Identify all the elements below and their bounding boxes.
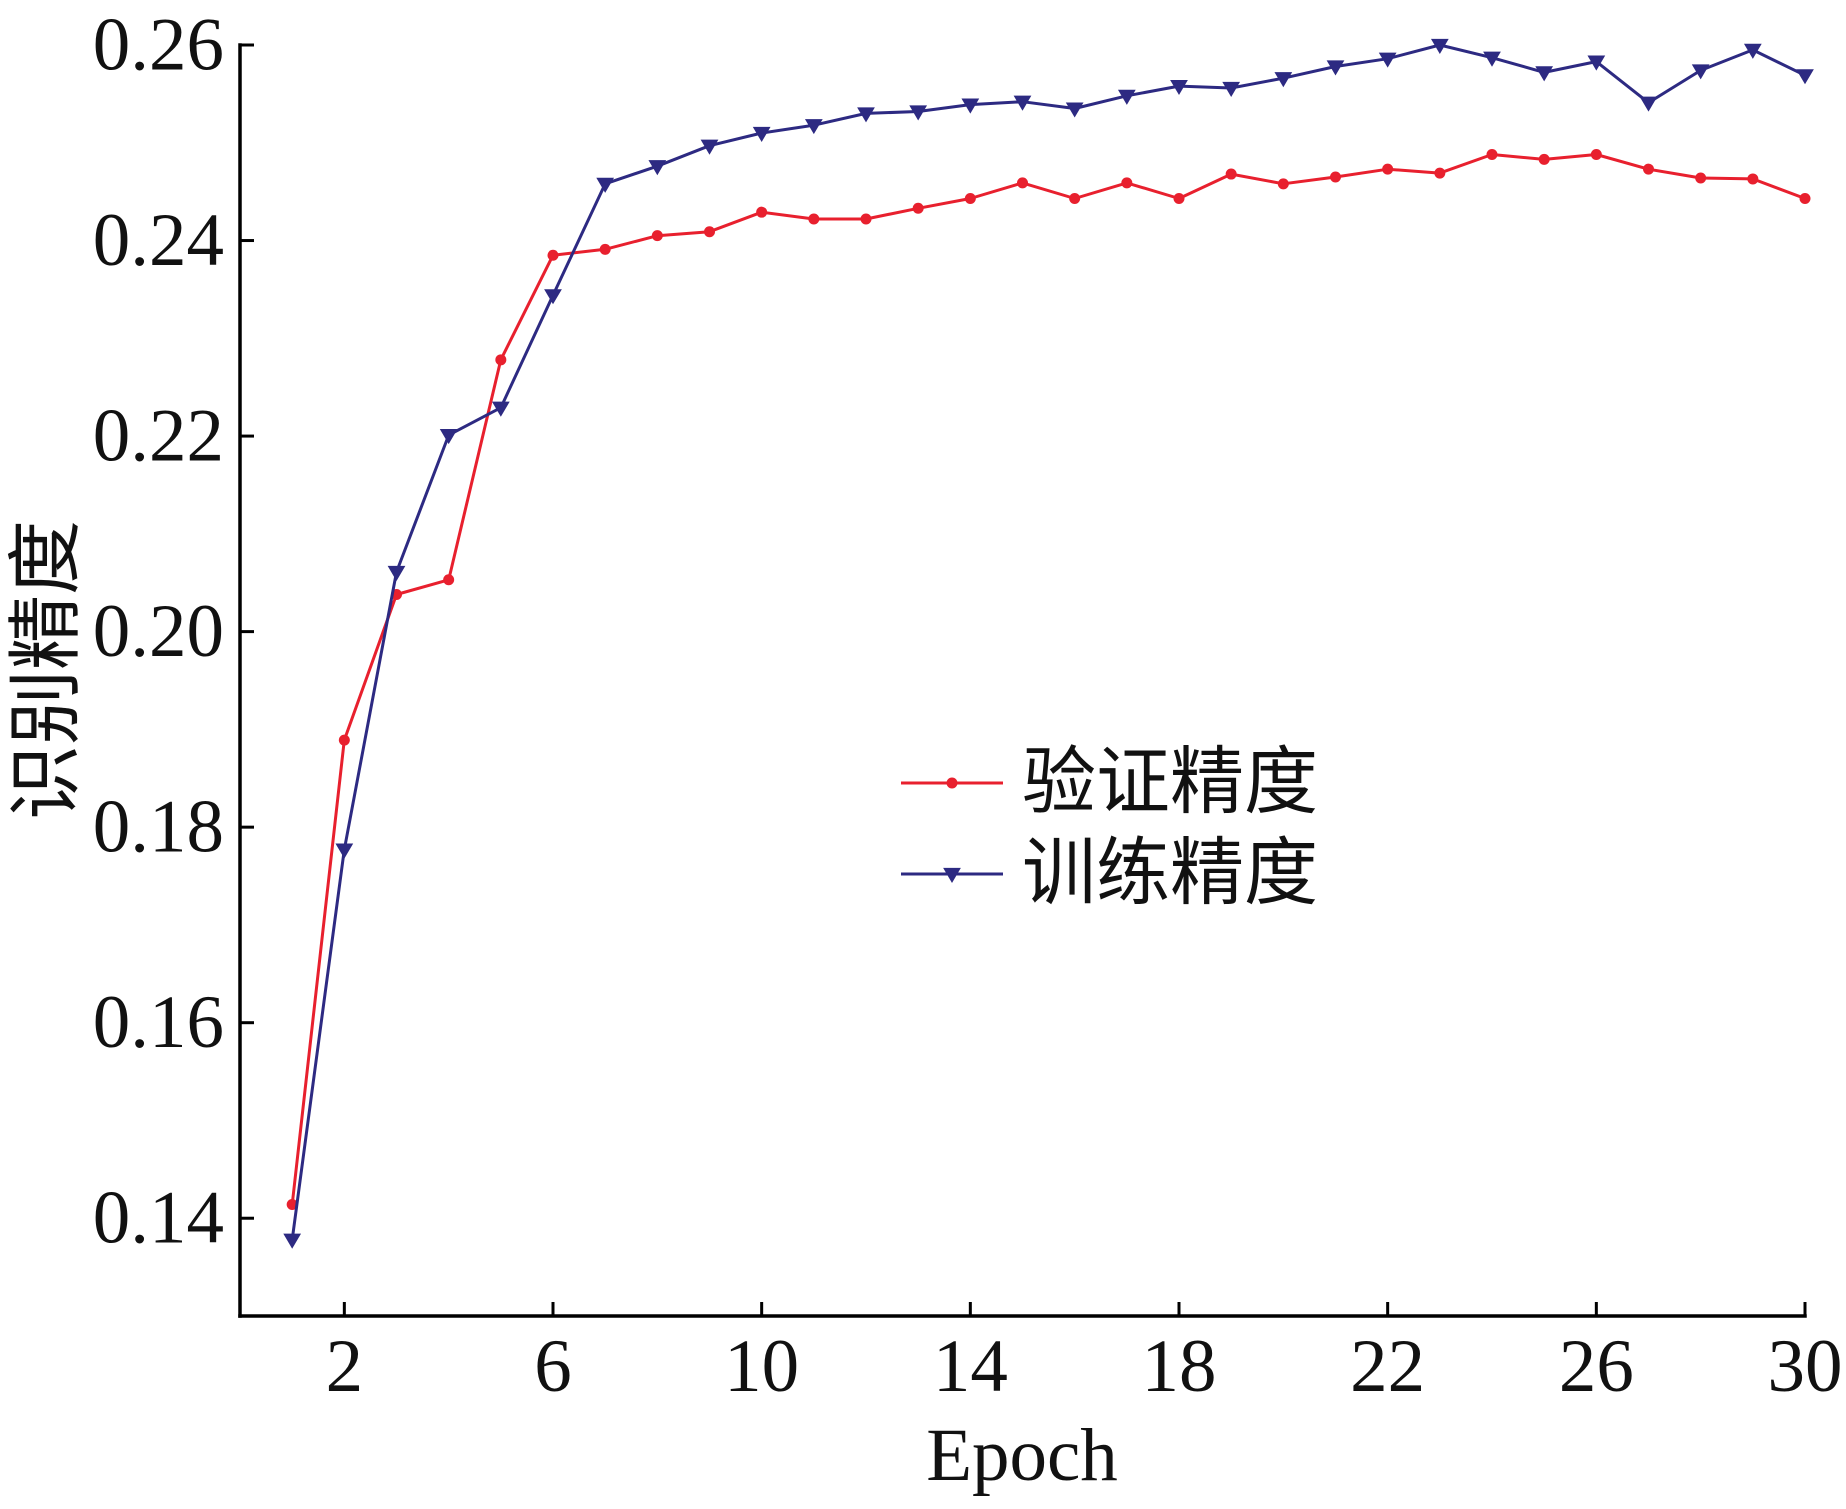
validation-accuracy-point — [964, 192, 976, 204]
training-accuracy-point — [1222, 81, 1241, 98]
x-tick-label: 10 — [724, 1325, 799, 1408]
training-accuracy-point — [909, 105, 928, 121]
training-accuracy-point — [857, 107, 875, 123]
validation-accuracy-point — [338, 734, 350, 746]
x-tick-label: 18 — [1142, 1325, 1217, 1408]
training-accuracy-point — [1117, 89, 1136, 105]
validation-accuracy-point — [599, 243, 611, 255]
y-tick-label: 0.24 — [93, 199, 224, 282]
validation-accuracy-point — [651, 230, 663, 242]
x-tick-label: 22 — [1350, 1325, 1425, 1408]
validation-accuracy-series — [286, 149, 1811, 1211]
training-accuracy-point — [1743, 43, 1762, 59]
legend-entry-training-accuracy: 训练精度 — [901, 833, 1318, 915]
x-tick-label: 26 — [1559, 1325, 1634, 1408]
training-accuracy-point — [491, 401, 510, 417]
validation-accuracy-point — [1277, 178, 1289, 190]
training-accuracy-point — [752, 126, 771, 142]
training-accuracy-point — [544, 289, 562, 305]
training-accuracy-point — [1691, 64, 1710, 80]
validation-accuracy-point — [1017, 177, 1028, 189]
validation-accuracy-point — [1382, 163, 1394, 175]
y-tick-label: 0.22 — [93, 395, 224, 478]
x-tick-label: 6 — [534, 1325, 572, 1408]
validation-accuracy-point — [547, 249, 559, 261]
validation-accuracy-point — [1747, 173, 1759, 185]
training-accuracy-point — [1483, 51, 1501, 67]
x-tick-label: 14 — [933, 1325, 1008, 1408]
validation-accuracy-point — [1121, 177, 1133, 189]
training-accuracy-point — [1430, 38, 1449, 54]
legend-entry-validation-accuracy: 验证精度 — [901, 742, 1318, 824]
validation-accuracy-point — [1069, 192, 1081, 204]
x-axis-label: Epoch — [926, 1414, 1118, 1497]
legend-label-validation-accuracy: 验证精度 — [1022, 742, 1318, 824]
legend-marker-training-accuracy — [943, 867, 961, 883]
training-accuracy-point — [335, 843, 354, 859]
training-accuracy-point — [283, 1233, 302, 1249]
training-accuracy-point — [1170, 79, 1188, 96]
y-tick-label: 0.18 — [93, 786, 224, 869]
training-accuracy-point — [1065, 102, 1084, 118]
series-layer — [283, 38, 1814, 1249]
legend-marker-validation-accuracy — [946, 777, 958, 789]
training-accuracy-point — [804, 119, 823, 135]
training-accuracy-point — [1587, 55, 1606, 71]
training-accuracy-point — [961, 98, 980, 114]
x-tick-label: 30 — [1768, 1325, 1843, 1408]
validation-accuracy-point — [1486, 149, 1498, 161]
training-accuracy-line — [290, 43, 1807, 1242]
validation-accuracy-point — [756, 206, 768, 218]
training-accuracy-point — [1639, 96, 1658, 112]
training-accuracy-point — [387, 565, 406, 581]
y-tick-label: 0.26 — [93, 4, 224, 87]
validation-accuracy-point — [1799, 192, 1811, 204]
y-tick-label: 0.20 — [93, 590, 224, 673]
validation-accuracy-point — [1434, 167, 1446, 179]
validation-accuracy-point — [443, 574, 455, 586]
validation-accuracy-point — [860, 213, 872, 225]
training-accuracy-point — [1326, 60, 1345, 76]
validation-accuracy-point — [1590, 149, 1602, 161]
y-tick-label: 0.14 — [93, 1177, 224, 1260]
x-tick-label: 2 — [326, 1325, 364, 1408]
validation-accuracy-point — [1173, 192, 1185, 204]
training-accuracy-point — [700, 139, 719, 155]
validation-accuracy-point — [1225, 168, 1237, 180]
training-accuracy-point — [439, 428, 458, 445]
validation-accuracy-point — [912, 202, 924, 214]
validation-accuracy-point — [1330, 171, 1341, 183]
validation-accuracy-point — [1643, 163, 1654, 175]
training-accuracy-point — [648, 160, 667, 176]
y-axis-label: 识别精度 — [6, 520, 89, 820]
training-accuracy-point — [596, 177, 615, 193]
validation-accuracy-line — [290, 153, 1807, 1206]
legend-label-training-accuracy: 训练精度 — [1022, 833, 1318, 915]
training-accuracy-point — [1274, 72, 1293, 88]
axes: 0.140.160.180.200.220.240.262 6 10 14 18 22 26… — [93, 4, 1843, 1409]
training-accuracy-point — [1013, 95, 1032, 111]
training-accuracy-series — [283, 38, 1814, 1249]
validation-accuracy-point — [286, 1199, 298, 1211]
validation-accuracy-point — [704, 226, 715, 238]
validation-accuracy-point — [495, 354, 507, 366]
y-tick-label: 0.16 — [93, 981, 224, 1064]
training-accuracy-point — [1378, 52, 1397, 68]
validation-accuracy-point — [808, 213, 820, 225]
validation-accuracy-point — [1695, 172, 1707, 184]
training-accuracy-point — [1796, 69, 1814, 85]
validation-accuracy-point — [1538, 153, 1550, 165]
training-accuracy-point — [1535, 66, 1554, 82]
